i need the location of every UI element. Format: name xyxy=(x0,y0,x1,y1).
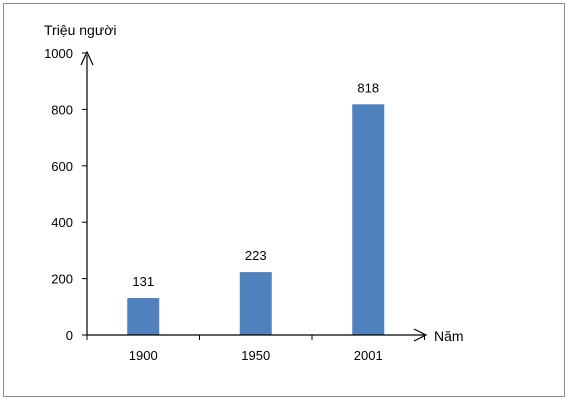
y-axis-ticks: 0 200 400 600 800 1000 xyxy=(44,46,87,343)
y-axis-arrow xyxy=(80,50,94,66)
x-tick-label: 1950 xyxy=(241,348,270,363)
y-axis-title: Triệu người xyxy=(44,22,117,38)
x-tick-label: 1900 xyxy=(129,348,158,363)
x-axis-title: Năm xyxy=(434,328,464,344)
bar xyxy=(352,104,385,335)
y-tick-label: 600 xyxy=(51,159,73,174)
y-tick-label: 400 xyxy=(51,215,73,230)
bar-series: 131 223 818 xyxy=(127,80,385,335)
y-tick-label: 0 xyxy=(66,328,73,343)
bar-data-label: 131 xyxy=(132,274,154,289)
bar-data-label: 223 xyxy=(245,248,267,263)
y-tick-label: 1000 xyxy=(44,46,73,61)
chart-frame xyxy=(3,3,565,397)
y-tick-label: 200 xyxy=(51,272,73,287)
bar xyxy=(127,298,160,335)
y-tick-label: 800 xyxy=(51,102,73,117)
bar-data-label: 818 xyxy=(357,80,379,95)
x-tick-label: 2001 xyxy=(354,348,383,363)
x-axis-arrow xyxy=(413,328,428,342)
bar xyxy=(239,272,272,335)
x-axis-ticks: 1900 1950 2001 xyxy=(86,335,425,363)
